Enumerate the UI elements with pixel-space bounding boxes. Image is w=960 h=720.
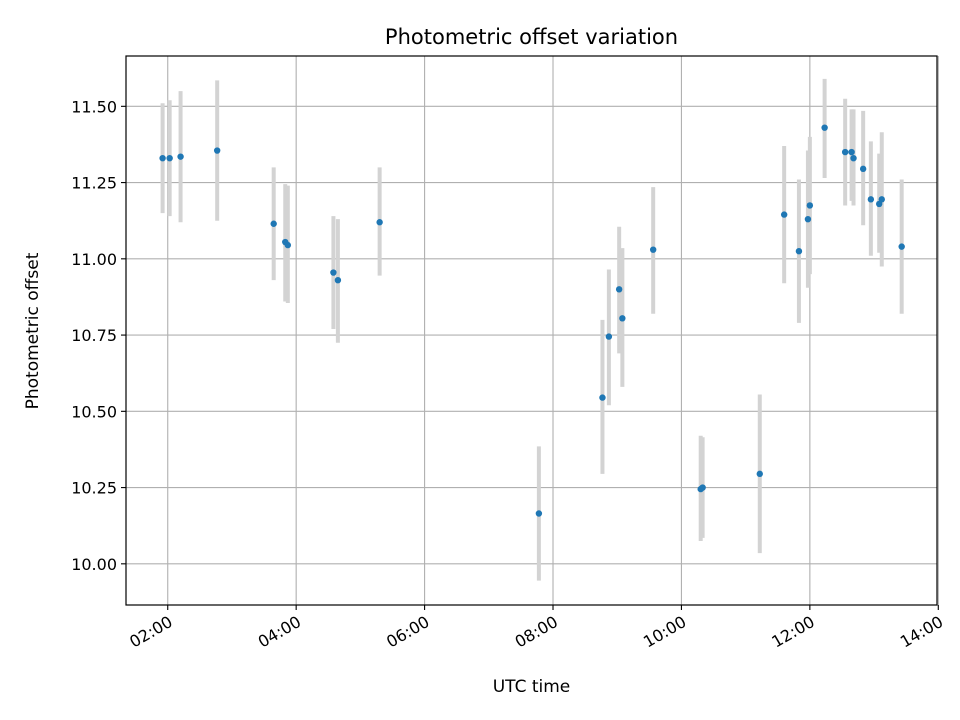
data-point [376, 219, 383, 226]
data-point [699, 484, 706, 491]
data-points [159, 124, 905, 517]
data-point [841, 148, 849, 156]
data-point [804, 215, 812, 223]
data-point [850, 154, 857, 162]
data-point [795, 248, 803, 255]
data-point [605, 333, 613, 340]
y-tick-label: 10.00 [71, 555, 117, 574]
data-point [177, 153, 184, 160]
y-axis-ticks: 10.00 10.25 10.50 10.75 11.00 11.25 11.50 [71, 97, 126, 574]
y-tick-label: 11.00 [71, 250, 117, 269]
data-point [859, 165, 867, 173]
data-point [615, 286, 623, 293]
y-tick-label: 10.50 [71, 402, 117, 421]
y-tick-label: 10.25 [71, 479, 117, 498]
data-point [806, 202, 814, 209]
y-tick-label: 11.50 [71, 97, 117, 116]
data-point [535, 510, 543, 517]
data-point [213, 147, 221, 154]
data-point [159, 154, 166, 162]
plot-area [126, 56, 937, 605]
data-point [878, 196, 885, 203]
data-point [848, 148, 855, 156]
data-point [334, 276, 342, 284]
data-point [166, 154, 173, 162]
data-point [619, 315, 626, 322]
data-point [284, 241, 292, 249]
y-tick-label: 11.25 [71, 174, 117, 193]
data-point [330, 269, 337, 276]
data-point [599, 394, 606, 401]
y-axis-label: Photometric offset [23, 252, 43, 409]
data-point [649, 246, 657, 253]
data-point [821, 124, 828, 131]
data-point [756, 470, 763, 478]
data-point [270, 220, 277, 227]
data-point [780, 211, 788, 218]
chart-title: Photometric offset variation [385, 25, 678, 49]
grid-lines [126, 56, 939, 605]
plot-frame [125, 55, 938, 606]
data-point [898, 243, 905, 250]
y-tick-label: 10.75 [71, 326, 117, 345]
x-axis-label: UTC time [493, 677, 571, 697]
data-point [867, 196, 875, 203]
